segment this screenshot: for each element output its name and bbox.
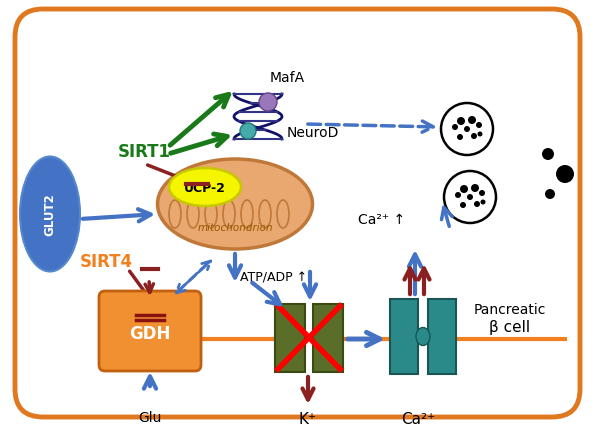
Text: MafA: MafA: [270, 71, 305, 85]
FancyArrowPatch shape: [304, 272, 316, 297]
Circle shape: [481, 200, 485, 205]
FancyArrowPatch shape: [409, 255, 421, 295]
Circle shape: [542, 149, 554, 161]
FancyArrowPatch shape: [302, 377, 314, 399]
FancyArrowPatch shape: [170, 135, 227, 154]
FancyArrowPatch shape: [177, 261, 211, 292]
FancyBboxPatch shape: [99, 291, 201, 371]
Circle shape: [464, 127, 470, 133]
Circle shape: [479, 190, 485, 197]
Circle shape: [452, 125, 458, 131]
Ellipse shape: [20, 157, 80, 272]
FancyArrowPatch shape: [442, 208, 452, 227]
Text: Pancreatic: Pancreatic: [474, 302, 546, 316]
Text: Glu: Glu: [139, 410, 161, 424]
FancyArrowPatch shape: [404, 269, 416, 295]
Text: Ca²⁺ ↑: Ca²⁺ ↑: [358, 212, 405, 227]
Circle shape: [455, 193, 461, 199]
FancyArrowPatch shape: [252, 283, 280, 305]
Text: ATP/ADP ↑: ATP/ADP ↑: [240, 271, 307, 284]
Text: SIRT4: SIRT4: [80, 252, 133, 270]
Text: UCP-2: UCP-2: [184, 181, 226, 194]
FancyArrowPatch shape: [144, 377, 156, 389]
Text: NeuroD: NeuroD: [287, 126, 340, 140]
Text: K⁺: K⁺: [299, 412, 317, 427]
Circle shape: [474, 202, 480, 208]
FancyArrowPatch shape: [308, 122, 433, 133]
Circle shape: [460, 203, 466, 209]
Bar: [313, 304, 343, 372]
Circle shape: [457, 118, 465, 126]
FancyArrowPatch shape: [170, 95, 229, 146]
Ellipse shape: [158, 160, 313, 249]
Bar: [275, 304, 305, 372]
Circle shape: [460, 186, 468, 194]
Circle shape: [471, 184, 479, 193]
FancyArrowPatch shape: [145, 282, 154, 293]
Bar: [428, 299, 456, 374]
Circle shape: [476, 123, 482, 129]
Text: β cell: β cell: [490, 320, 530, 335]
Text: Ca²⁺: Ca²⁺: [401, 412, 435, 427]
Text: GLUT2: GLUT2: [44, 193, 56, 236]
Bar: [390, 299, 418, 374]
Circle shape: [444, 172, 496, 224]
Text: GDH: GDH: [130, 324, 170, 342]
Ellipse shape: [240, 124, 256, 140]
FancyArrowPatch shape: [348, 332, 380, 346]
Circle shape: [478, 132, 482, 137]
FancyArrowPatch shape: [418, 269, 430, 295]
FancyArrowPatch shape: [229, 254, 241, 278]
FancyArrowPatch shape: [176, 263, 208, 293]
Ellipse shape: [169, 169, 241, 206]
FancyArrowPatch shape: [83, 210, 151, 222]
Circle shape: [441, 104, 493, 156]
Ellipse shape: [416, 328, 430, 346]
Ellipse shape: [259, 94, 277, 112]
Text: SIRT1: SIRT1: [118, 143, 171, 161]
Circle shape: [556, 166, 574, 184]
Circle shape: [468, 117, 476, 125]
Circle shape: [457, 135, 463, 141]
Circle shape: [467, 194, 473, 200]
Circle shape: [545, 190, 555, 200]
Circle shape: [471, 134, 477, 140]
Text: mitochondrion: mitochondrion: [197, 222, 273, 233]
